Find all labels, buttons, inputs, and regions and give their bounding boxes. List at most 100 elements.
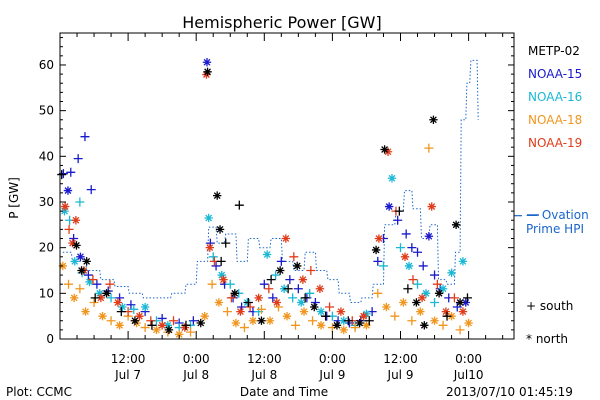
data-point-south	[266, 275, 276, 285]
series-noaa-19	[60, 70, 468, 332]
data-point-north	[404, 261, 414, 271]
data-point-north	[282, 311, 292, 321]
data-point-north	[382, 302, 391, 312]
data-point-north	[196, 318, 205, 328]
data-point-south	[106, 293, 116, 303]
data-point-south	[245, 302, 255, 312]
data-point-north	[310, 302, 319, 312]
data-point-north	[399, 298, 408, 307]
data-point-south	[89, 297, 99, 307]
data-point-north	[293, 261, 302, 271]
data-point-north	[461, 298, 470, 307]
data-point-north	[96, 293, 106, 303]
data-point-north	[81, 307, 90, 316]
data-point-north	[451, 220, 461, 230]
data-point-north	[68, 238, 77, 248]
data-point-north	[98, 311, 107, 321]
data-point-south	[455, 325, 465, 335]
data-point-south	[116, 307, 126, 317]
data-point-north	[458, 307, 468, 316]
data-point-south	[308, 316, 318, 326]
data-point-north	[69, 293, 79, 303]
footer-plot-credit: Plot: CCMC	[6, 385, 72, 399]
data-point-south	[403, 284, 413, 294]
data-point-north	[72, 241, 81, 250]
data-point-north	[296, 298, 306, 307]
data-point-south	[289, 252, 299, 262]
data-point-north	[215, 225, 225, 234]
y-tick-label: 50	[39, 104, 54, 118]
marker-key-south: + south	[526, 299, 573, 313]
x-tick-date-label: Jul 8	[182, 368, 209, 382]
data-point-south	[211, 261, 221, 271]
data-point-north	[281, 234, 291, 243]
legend-header: METP-02	[528, 44, 580, 58]
data-point-south	[378, 261, 388, 271]
data-point-north	[265, 316, 275, 325]
data-point-north	[441, 307, 451, 316]
legend-item-noaa-19: NOAA-19	[528, 136, 582, 150]
data-point-south	[169, 316, 178, 326]
footer-timestamp: 2013/07/10 01:45:19	[446, 385, 573, 399]
data-point-north	[115, 321, 124, 330]
x-tick-date-label: Jul10	[453, 368, 484, 382]
y-tick-label: 30	[39, 195, 54, 209]
data-point-south	[413, 247, 423, 257]
data-point-north	[236, 307, 245, 316]
data-point-south	[293, 284, 303, 294]
marker-key-north: * north	[526, 332, 568, 346]
data-point-north	[272, 298, 281, 307]
data-point-north	[447, 311, 456, 321]
x-tick-date-label: Jul 9	[318, 368, 345, 382]
data-point-north	[427, 202, 436, 211]
data-point-north	[355, 318, 364, 328]
data-point-south	[394, 206, 404, 216]
data-point-north	[212, 191, 222, 200]
data-point-south	[291, 320, 301, 330]
data-point-north	[380, 145, 389, 154]
data-point-south	[208, 252, 218, 262]
data-point-north	[400, 252, 410, 261]
data-point-north	[254, 293, 263, 303]
x-tick-date-label: Jul 9	[387, 368, 414, 382]
data-point-south	[83, 270, 93, 280]
data-point-south	[325, 302, 335, 312]
data-point-south	[140, 323, 150, 333]
data-point-north	[60, 202, 70, 211]
data-point-south	[407, 316, 417, 326]
data-point-south	[306, 265, 316, 275]
data-point-north	[82, 257, 91, 266]
data-point-south	[373, 288, 383, 298]
data-point-south	[401, 229, 411, 239]
data-point-south	[64, 224, 74, 234]
data-point-south	[268, 293, 278, 303]
data-point-north	[70, 257, 79, 266]
data-point-north	[458, 257, 468, 266]
data-point-north	[217, 270, 226, 280]
data-point-north	[455, 298, 465, 307]
series-noaa-15	[58, 58, 470, 328]
data-point-south	[221, 238, 231, 248]
data-point-south	[442, 311, 452, 321]
data-point-north	[339, 316, 348, 325]
data-point-north	[230, 289, 239, 298]
data-point-south	[343, 316, 353, 326]
data-point-north	[214, 298, 224, 307]
data-point-north	[336, 307, 346, 316]
data-point-south	[226, 293, 236, 303]
data-point-north	[447, 268, 456, 277]
data-point-south	[430, 270, 440, 280]
data-point-north	[71, 216, 81, 225]
data-point-north	[157, 321, 167, 330]
data-point-south	[256, 304, 266, 314]
data-point-north	[113, 298, 123, 307]
data-point-north	[362, 321, 371, 330]
data-point-north	[412, 298, 421, 307]
data-point-south	[276, 256, 286, 266]
data-point-north	[76, 252, 85, 261]
data-point-south	[424, 143, 434, 153]
data-point-north	[248, 316, 258, 325]
legend: METP-02 NOAA-15 NOAA-16 NOAA-18 NOAA-19 — O…	[526, 44, 589, 346]
data-point-south	[449, 293, 459, 303]
data-point-south	[88, 275, 98, 285]
